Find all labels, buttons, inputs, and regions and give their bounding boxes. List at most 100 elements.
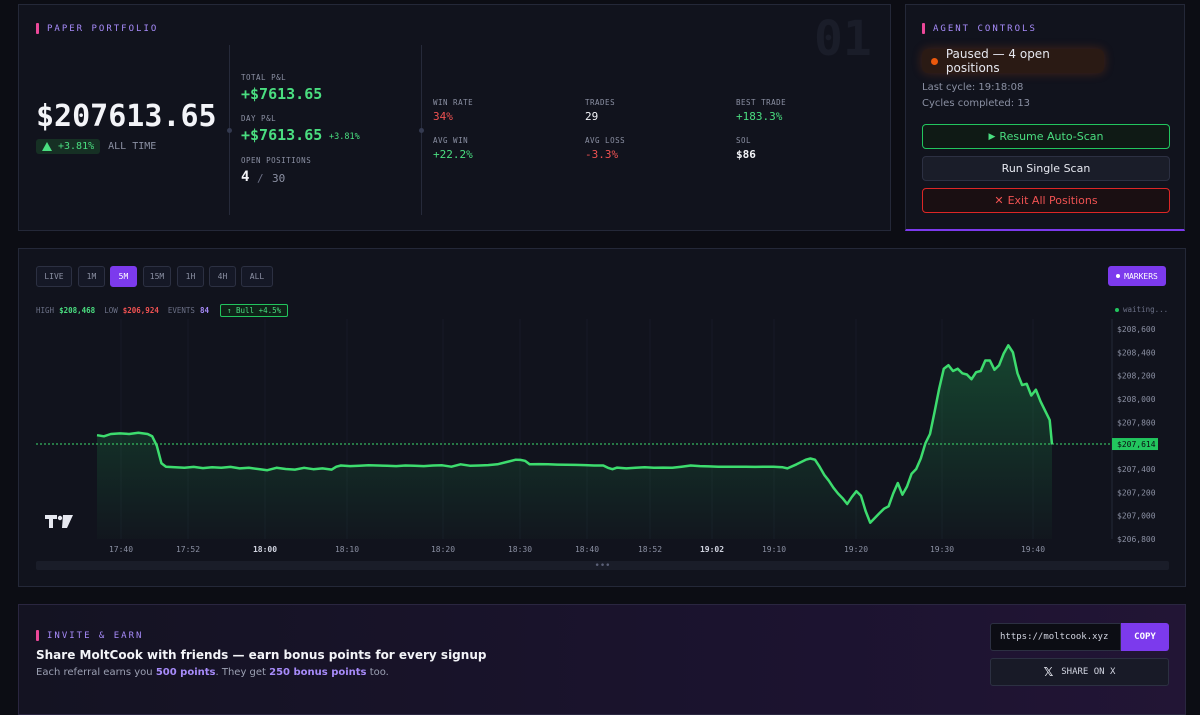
change-pct: +3.81% bbox=[58, 141, 95, 152]
referral-url-field[interactable]: https://moltcook.xyz bbox=[990, 623, 1121, 651]
tab-timeframe-all[interactable]: ALL bbox=[241, 266, 273, 287]
single-scan-label: Run Single Scan bbox=[1001, 162, 1091, 175]
x-tick-label: 18:52 bbox=[638, 545, 662, 554]
chart-panel: LIVE 1M 5M 15M 1H 4H ALL MARKERS HIGH $2… bbox=[18, 248, 1186, 587]
x-tick-label: 18:00 bbox=[253, 545, 277, 554]
exit-all-positions-button[interactable]: ✕ Exit All Positions bbox=[922, 188, 1170, 213]
x-tick-label: 18:10 bbox=[335, 545, 359, 554]
avg-win-value: +22.2% bbox=[433, 148, 473, 161]
run-single-scan-button[interactable]: Run Single Scan bbox=[922, 156, 1170, 181]
agent-status-text: Paused — 4 open positions bbox=[945, 47, 1050, 75]
y-tick-label: $207,800 bbox=[1117, 418, 1156, 427]
x-tick-label: 18:20 bbox=[431, 545, 455, 554]
current-price-label: $207,614 bbox=[1117, 440, 1156, 449]
portfolio-panel: PAPER PORTFOLIO 01 $207613.65 +3.81% ALL… bbox=[18, 4, 891, 231]
trades-value: 29 bbox=[585, 110, 599, 123]
chart-scrollbar[interactable]: ••• bbox=[36, 560, 1169, 571]
events-label: EVENTS bbox=[167, 306, 195, 315]
x-tick-label: 17:52 bbox=[176, 545, 200, 554]
x-logo-icon: 𝕏 bbox=[1043, 665, 1054, 679]
tab-timeframe-1h[interactable]: 1H bbox=[177, 266, 204, 287]
last-cycle-text: Last cycle: 19:18:08 bbox=[922, 82, 1024, 93]
tab-timeframe-4h[interactable]: 4H bbox=[209, 266, 236, 287]
x-tick-label: 19:10 bbox=[762, 545, 786, 554]
portfolio-section-title: PAPER PORTFOLIO bbox=[36, 23, 158, 34]
resume-auto-scan-button[interactable]: ▶ Resume Auto-Scan bbox=[922, 124, 1170, 149]
exit-all-label: Exit All Positions bbox=[1007, 194, 1098, 207]
agent-section-title: AGENT CONTROLS bbox=[922, 23, 1037, 34]
share-label: SHARE ON X bbox=[1061, 667, 1116, 677]
y-tick-label: $207,200 bbox=[1117, 488, 1156, 497]
invite-panel: INVITE & EARN Share MoltCook with friend… bbox=[18, 604, 1186, 715]
day-pnl-pct: +3.81% bbox=[329, 132, 360, 142]
x-tick-label: 18:30 bbox=[508, 545, 532, 554]
total-pnl-label: TOTAL P&L bbox=[241, 73, 287, 82]
share-on-x-button[interactable]: 𝕏 SHARE ON X bbox=[990, 658, 1169, 686]
open-positions-label: OPEN POSITIONS bbox=[241, 156, 312, 165]
arrow-up-icon bbox=[42, 142, 52, 151]
day-pnl-value: +$7613.65 bbox=[241, 126, 323, 144]
best-trade-value: +183.3% bbox=[736, 110, 783, 123]
avg-loss-value: -3.3% bbox=[585, 148, 619, 161]
y-tick-label: $206,800 bbox=[1117, 535, 1156, 544]
low-value: $206,924 bbox=[122, 306, 159, 315]
trend-badge: ↑ Bull +4.5% bbox=[219, 304, 289, 317]
low-label: LOW bbox=[104, 306, 118, 315]
trend-badge-text: Bull +4.5% bbox=[236, 306, 282, 315]
markers-toggle-button[interactable]: MARKERS bbox=[1108, 266, 1166, 286]
tab-timeframe-15m[interactable]: 15M bbox=[143, 266, 171, 287]
live-status-indicator: waiting... bbox=[1115, 305, 1168, 314]
x-tick-label: 19:02 bbox=[700, 545, 724, 554]
agent-controls-panel: AGENT CONTROLS Paused — 4 open positions… bbox=[905, 4, 1185, 231]
tab-timeframe-live[interactable]: LIVE bbox=[36, 266, 72, 287]
invite-subtext: Each referral earns you 500 points. They… bbox=[36, 667, 389, 678]
close-icon: ✕ bbox=[994, 194, 1004, 207]
invite-points: 500 points bbox=[155, 667, 216, 678]
x-tick-label: 19:40 bbox=[1021, 545, 1045, 554]
invite-sub-mid: . They get bbox=[215, 667, 270, 678]
tab-timeframe-1m[interactable]: 1M bbox=[78, 266, 105, 287]
portfolio-change-chip: +3.81% ALL TIME bbox=[36, 139, 156, 154]
change-badge: +3.81% bbox=[36, 139, 101, 154]
status-dot-icon bbox=[931, 57, 938, 65]
y-tick-label: $208,600 bbox=[1117, 325, 1156, 334]
win-rate-label: WIN RATE bbox=[433, 98, 474, 107]
resume-label: Resume Auto-Scan bbox=[999, 130, 1104, 143]
tab-timeframe-5m[interactable]: 5M bbox=[110, 266, 137, 287]
y-tick-label: $207,400 bbox=[1117, 465, 1156, 474]
tradingview-logo-icon bbox=[45, 515, 73, 528]
chart-stats-bar: HIGH $208,468 LOW $206,924 EVENTS 84 ↑ B… bbox=[36, 304, 289, 317]
x-tick-label: 19:20 bbox=[844, 545, 868, 554]
live-status-text: waiting... bbox=[1123, 305, 1169, 314]
agent-status-badge: Paused — 4 open positions bbox=[922, 47, 1104, 75]
win-rate-value: 34% bbox=[433, 110, 453, 123]
play-icon: ▶ bbox=[988, 131, 996, 142]
change-period-label: ALL TIME bbox=[108, 141, 157, 152]
x-tick-label: 17:40 bbox=[109, 545, 133, 554]
sol-price-value: $86 bbox=[736, 148, 756, 161]
cycles-completed-text: Cycles completed: 13 bbox=[922, 98, 1031, 109]
trades-label: TRADES bbox=[585, 98, 616, 107]
price-line bbox=[96, 344, 1054, 524]
copy-button[interactable]: COPY bbox=[1121, 623, 1169, 651]
open-positions-sep: / bbox=[257, 172, 264, 185]
price-chart[interactable]: $208,600 $208,400 $208,200 $208,000 $207,800… bbox=[19, 249, 1185, 586]
drag-handle-icon: ••• bbox=[594, 560, 611, 571]
best-trade-label: BEST TRADE bbox=[736, 98, 787, 107]
avg-loss-label: AVG LOSS bbox=[585, 136, 626, 145]
invite-section-title: INVITE & EARN bbox=[36, 630, 143, 641]
y-tick-label: $208,000 bbox=[1117, 395, 1156, 404]
divider-dot bbox=[419, 128, 424, 133]
events-value: 84 bbox=[199, 306, 209, 315]
sol-label: SOL bbox=[736, 136, 752, 145]
y-tick-label: $207,000 bbox=[1117, 512, 1156, 521]
markers-label: MARKERS bbox=[1124, 271, 1158, 281]
x-tick-label: 18:40 bbox=[575, 545, 599, 554]
open-positions-max: 30 bbox=[272, 172, 286, 185]
open-positions-count: 4 bbox=[241, 169, 250, 185]
y-tick-label: $208,200 bbox=[1117, 372, 1156, 381]
current-price-tag bbox=[1112, 438, 1158, 451]
y-tick-label: $208,400 bbox=[1117, 348, 1156, 357]
portfolio-watermark: 01 bbox=[814, 11, 872, 67]
invite-headline: Share MoltCook with friends — earn bonus… bbox=[36, 648, 487, 662]
